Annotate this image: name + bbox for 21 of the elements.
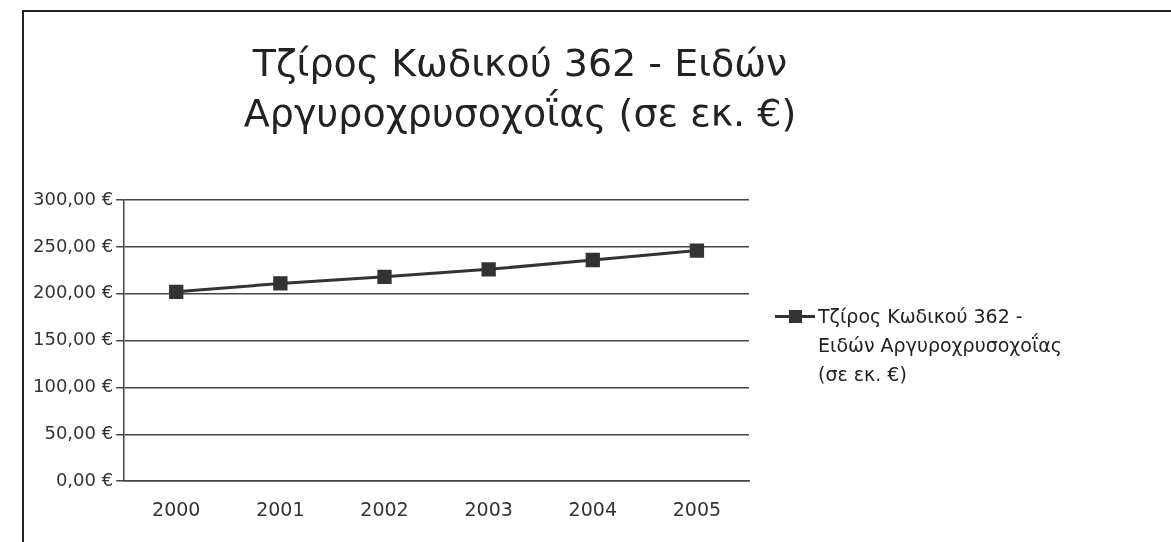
chart-title: Τζίρος Κωδικού 362 - Ειδών Αργυροχρυσοχοΐας (σε εκ. €) — [242, 40, 798, 137]
point — [585, 252, 600, 268]
x-tick-label: 2004 — [568, 497, 617, 520]
point — [169, 284, 184, 300]
point — [481, 262, 496, 277]
y-tick-label: 150,00 € — [33, 328, 114, 350]
y-tick-label: 300,00 € — [33, 187, 114, 209]
y-tick-label: 200,00 € — [33, 281, 114, 303]
y-tick-label: 250,00 € — [33, 234, 114, 256]
x-tick-label: 2003 — [464, 497, 513, 520]
point — [273, 276, 288, 291]
y-tick-label: 100,00 € — [33, 375, 114, 397]
x-tick-label: 2001 — [256, 497, 305, 520]
y-tick-label: 50,00 € — [44, 422, 114, 444]
x-tick-label: 2005 — [672, 497, 722, 520]
legend-label: Τζίρος Κωδικού 362 - Ειδών Αργυροχρυσοχοΐας (σε εκ. €) — [818, 304, 1063, 387]
point — [377, 269, 392, 285]
x-tick-label: 2000 — [152, 497, 201, 520]
point — [689, 243, 705, 258]
x-tick-label: 2002 — [360, 497, 409, 520]
y-tick-label: 0,00 € — [55, 468, 114, 490]
